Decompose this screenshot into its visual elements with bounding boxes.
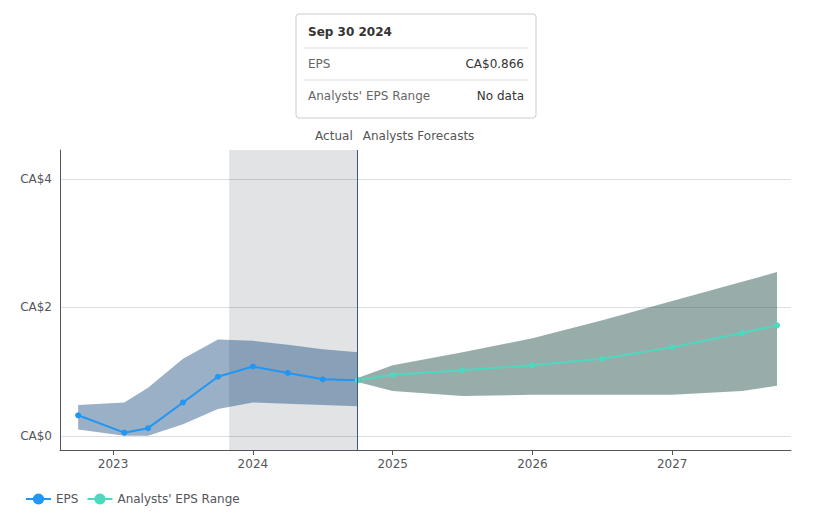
svg-text:CA$0.866: CA$0.866 bbox=[465, 57, 524, 71]
svg-text:No data: No data bbox=[477, 89, 524, 103]
svg-text:2025: 2025 bbox=[377, 457, 408, 471]
svg-text:2023: 2023 bbox=[98, 457, 129, 471]
svg-text:2026: 2026 bbox=[517, 457, 548, 471]
svg-text:EPS: EPS bbox=[308, 57, 330, 71]
svg-text:2024: 2024 bbox=[238, 457, 269, 471]
svg-text:Actual: Actual bbox=[315, 129, 353, 143]
svg-text:CA$2: CA$2 bbox=[20, 300, 52, 314]
svg-text:CA$0: CA$0 bbox=[20, 429, 52, 443]
svg-text:Analysts Forecasts: Analysts Forecasts bbox=[363, 129, 475, 143]
svg-text:EPS: EPS bbox=[56, 492, 78, 506]
svg-text:CA$4: CA$4 bbox=[20, 172, 52, 186]
svg-text:Sep 30 2024: Sep 30 2024 bbox=[308, 25, 392, 39]
svg-text:2027: 2027 bbox=[657, 457, 688, 471]
svg-text:Analysts' EPS Range: Analysts' EPS Range bbox=[117, 492, 239, 506]
svg-text:Analysts' EPS Range: Analysts' EPS Range bbox=[308, 89, 430, 103]
